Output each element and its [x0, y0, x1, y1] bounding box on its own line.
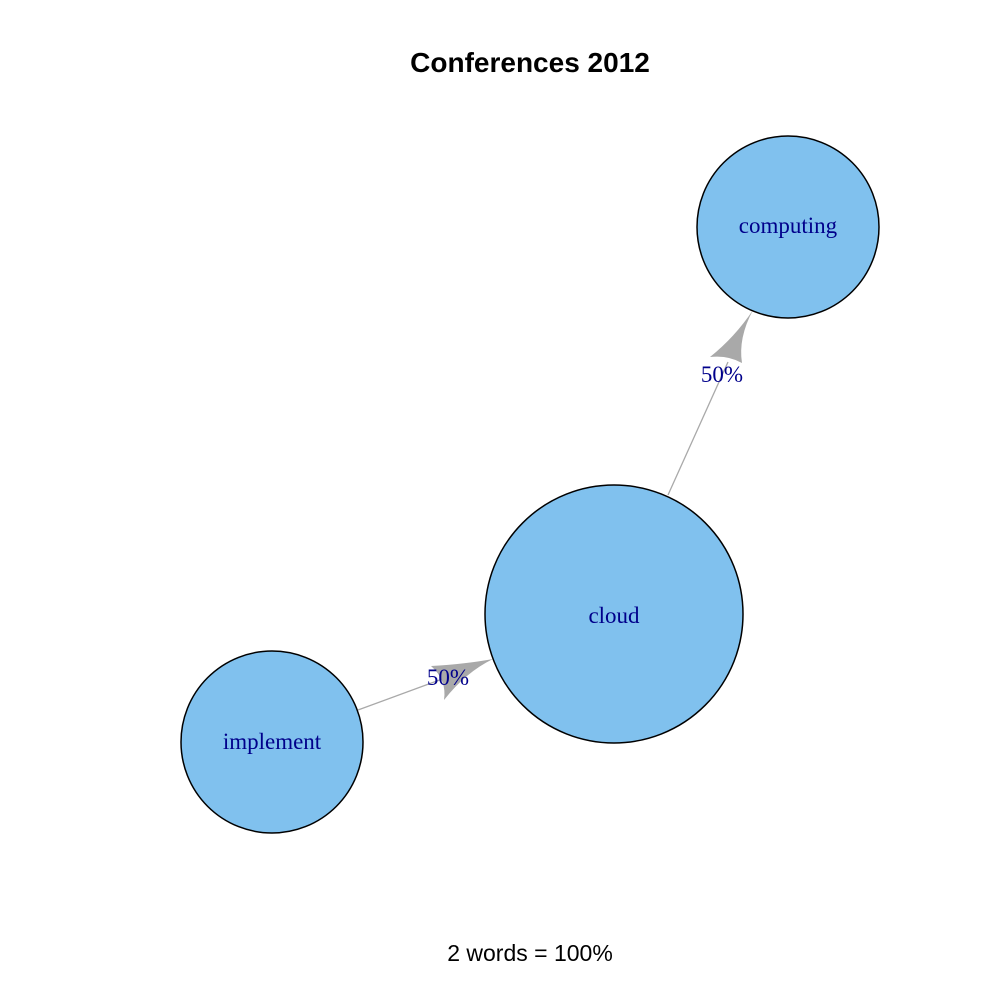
node-circle: [180, 650, 364, 834]
node-label: computing: [739, 213, 838, 238]
edge-weight-label: 50%: [701, 362, 743, 387]
edge-line: [357, 677, 446, 711]
node-circle: [696, 135, 880, 319]
arrowhead: [431, 659, 493, 700]
edge-line: [667, 361, 729, 496]
edge-cloud-computing: 50%: [667, 310, 753, 496]
edge-weight-label: 50%: [427, 665, 469, 690]
diagram-footer: 2 words = 100%: [447, 940, 613, 966]
node-cloud: cloud: [484, 484, 744, 744]
node-computing: computing: [696, 135, 880, 319]
node-circle: [484, 484, 744, 744]
diagram-title: Conferences 2012: [410, 47, 650, 78]
node-implement: implement: [180, 650, 364, 834]
node-label: implement: [223, 729, 322, 754]
edge-implement-cloud: 50%: [357, 659, 493, 711]
arrowhead: [710, 310, 753, 363]
node-label: cloud: [588, 603, 640, 628]
